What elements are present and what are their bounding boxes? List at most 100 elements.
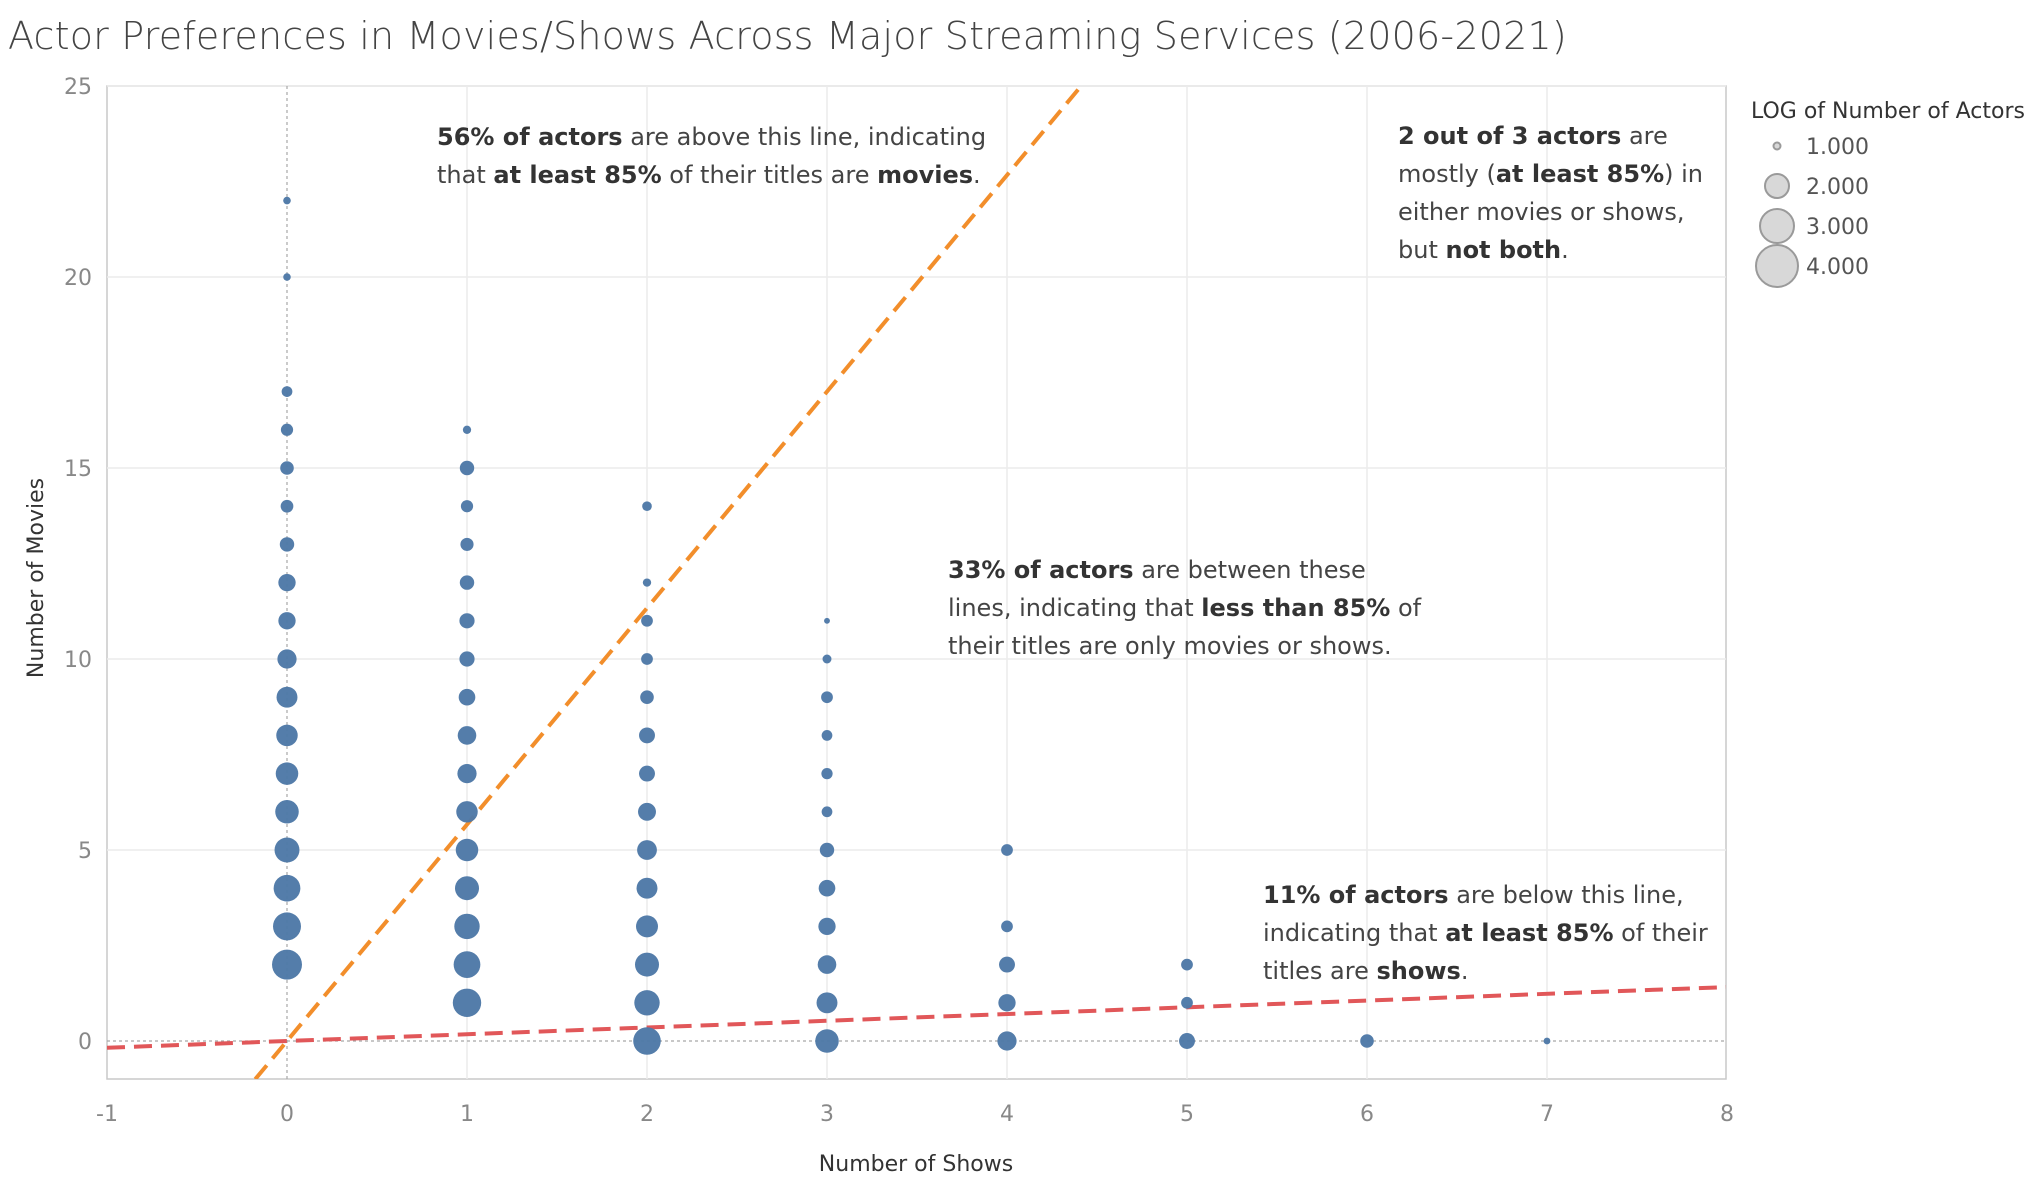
annotation-text: 56% of actors are above this line, indic…: [437, 123, 986, 189]
annotation-line: their titles are only movies or shows.: [948, 632, 1392, 660]
data-point: [462, 425, 472, 434]
data-point: [998, 994, 1016, 1012]
data-point: [459, 651, 475, 667]
legend-size-circle: [1755, 244, 1799, 288]
data-point: [639, 765, 655, 782]
data-point: [280, 423, 294, 436]
data-point: [821, 806, 833, 818]
annotation-line: mostly (at least 85%) in: [1398, 160, 1703, 188]
legend-size-circle: [1759, 208, 1795, 244]
x-tick-label: 8: [1720, 1102, 1734, 1127]
annotation-line: 33% of actors are between these: [948, 556, 1366, 584]
data-point: [817, 955, 837, 974]
annotation-line: either movies or shows,: [1398, 198, 1685, 226]
legend: LOG of Number of Actors 1.000 2.000 3.000 4.…: [1751, 99, 2025, 288]
data-point: [633, 1027, 661, 1055]
data-point: [273, 874, 301, 902]
data-point: [637, 840, 657, 860]
annotation-text: 2 out of 3 actors are mostly (at least 85…: [1398, 122, 1703, 264]
annotations: 56% of actors are above this line, indic…: [437, 122, 1708, 985]
data-point: [276, 724, 298, 747]
x-axis-title: Number of Shows: [819, 1152, 1013, 1177]
legend-label: 4.000: [1806, 255, 1869, 280]
movie-threshold-line: [253, 86, 1084, 1079]
y-tick-label: 0: [78, 1030, 92, 1055]
data-point: [818, 917, 836, 936]
data-point: [642, 501, 652, 512]
data-point: [818, 879, 836, 897]
y-tick-label: 25: [64, 75, 92, 100]
data-point: [1543, 1037, 1551, 1045]
data-point: [277, 649, 297, 669]
data-point: [819, 842, 835, 858]
data-point: [1001, 844, 1013, 856]
data-point: [1001, 920, 1013, 933]
annotation-line: that at least 85% of their titles are mo…: [437, 161, 981, 189]
y-axis-title: Number of Movies: [24, 478, 49, 678]
x-tick-label: 5: [1180, 1102, 1194, 1127]
x-tick-label: 0: [280, 1102, 294, 1127]
data-point: [280, 461, 294, 475]
data-point: [457, 764, 477, 784]
x-tick-label: 4: [1000, 1102, 1014, 1127]
data-point: [458, 688, 476, 706]
data-point: [638, 802, 656, 821]
data-point: [459, 460, 475, 476]
data-point: [278, 573, 296, 592]
reference-lines: [107, 86, 1726, 1079]
annotation-line: indicating that at least 85% of their: [1263, 919, 1708, 947]
data-point: [276, 686, 298, 708]
data-point: [459, 613, 475, 629]
data-point: [452, 988, 482, 1017]
data-point: [1181, 958, 1193, 971]
data-point: [456, 801, 478, 823]
annotation-line: but not both.: [1398, 236, 1569, 264]
annotation-line: 11% of actors are below this line,: [1263, 881, 1684, 909]
data-point: [1360, 1034, 1374, 1048]
chart-title: Actor Preferences in Movies/Shows Across…: [8, 14, 1567, 58]
annotation-line: lines, indicating that less than 85% of: [948, 594, 1422, 622]
show-threshold-line: [107, 985, 1726, 1050]
annotation-line: titles are shows.: [1263, 957, 1468, 985]
data-point: [641, 653, 653, 665]
data-point: [634, 990, 660, 1016]
data-point: [278, 612, 296, 630]
data-point: [816, 992, 838, 1014]
data-point: [815, 1029, 839, 1053]
data-point: [460, 537, 474, 551]
y-tick-label: 20: [64, 266, 92, 291]
data-point: [279, 537, 295, 552]
data-point: [455, 876, 479, 901]
data-point: [457, 726, 477, 745]
grid: [106, 85, 1727, 1080]
data-point: [1179, 1033, 1195, 1049]
x-tick-label: 3: [820, 1102, 834, 1127]
x-tick-label: 1: [460, 1102, 474, 1127]
data-point: [460, 500, 474, 513]
axes: 0 5 10 15 20 25 -1 0 1 2 3 4 5 6 7 8 Number of Shows Numb…: [24, 75, 1734, 1177]
annotation-line: 56% of actors are above this line, indic…: [437, 123, 986, 151]
data-point: [642, 578, 652, 587]
data-point: [821, 691, 833, 704]
data-point: [641, 614, 653, 627]
data-point: [824, 617, 830, 624]
data-point: [283, 273, 291, 281]
data-point: [821, 730, 833, 741]
data-point: [636, 915, 658, 938]
data-point: [275, 800, 299, 824]
data-point: [635, 952, 659, 977]
annotation-line: 2 out of 3 actors are: [1398, 122, 1668, 150]
y-tick-label: 10: [64, 648, 92, 673]
data-point: [822, 654, 832, 664]
data-point: [640, 690, 654, 704]
data-point: [283, 196, 291, 205]
data-point: [275, 762, 299, 785]
x-tick-label: 7: [1540, 1102, 1554, 1127]
legend-size-circle: [1764, 173, 1790, 199]
data-point: [272, 949, 302, 980]
data-point: [453, 951, 481, 978]
annotation-text: 11% of actors are below this line, indica…: [1263, 881, 1708, 985]
y-tick-label: 5: [78, 839, 92, 864]
legend-label: 1.000: [1806, 135, 1869, 160]
